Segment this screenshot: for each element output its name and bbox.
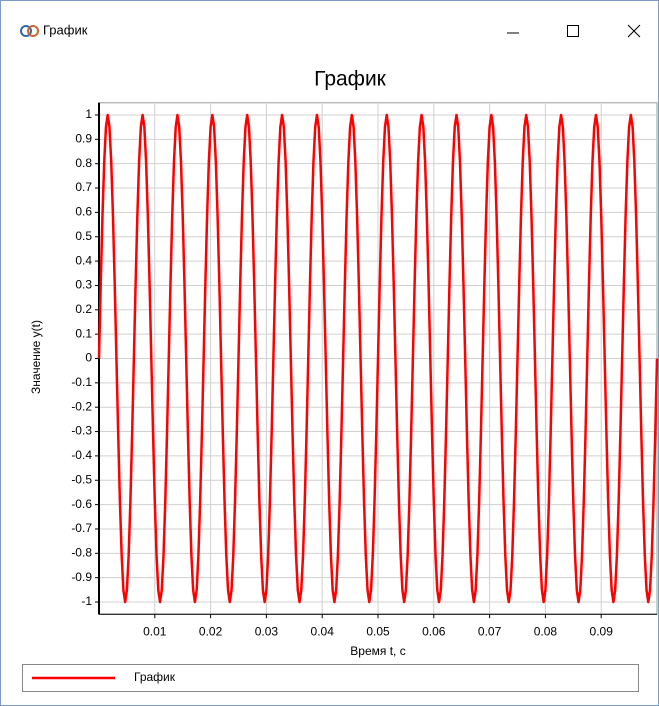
y-tick-label: -0.4: [71, 448, 92, 462]
y-tick-label: 1: [85, 107, 92, 121]
series-line: [97, 113, 659, 604]
maximize-button[interactable]: [567, 25, 579, 37]
y-tick-label: -0.7: [71, 521, 92, 535]
x-axis-label: Время t, с: [350, 644, 405, 658]
y-tick-label: 0.7: [75, 180, 92, 194]
x-tick-label: 0.03: [255, 624, 279, 638]
y-tick-label: -1: [81, 594, 92, 608]
y-tick-label: 0.4: [75, 253, 92, 267]
y-tick-label: 0.3: [75, 278, 92, 292]
x-tick-label: 0.05: [366, 624, 390, 638]
y-tick-label: 0.6: [75, 205, 92, 219]
y-tick-label: -0.3: [71, 424, 92, 438]
y-tick-label: -0.2: [71, 399, 92, 413]
y-tick-label: 0.8: [75, 156, 92, 170]
y-tick-label: -0.8: [71, 545, 92, 559]
chart-title: График: [314, 68, 387, 91]
y-tick-label: 0: [85, 351, 92, 365]
app-icon: [20, 25, 39, 37]
y-axis-label: Значение y(t): [29, 320, 43, 394]
y-tick-label: 0.9: [75, 132, 92, 146]
x-tick-label: 0.04: [311, 624, 335, 638]
y-tick-label: -0.6: [71, 497, 92, 511]
legend-label: График: [134, 670, 176, 684]
y-tick-label: 0.2: [75, 302, 92, 316]
y-tick-label: -0.5: [71, 472, 92, 486]
y-tick-label: -0.9: [71, 570, 92, 584]
x-tick-label: 0.06: [422, 624, 446, 638]
x-tick-label: 0.02: [199, 624, 223, 638]
x-tick-label: 0.01: [143, 624, 167, 638]
close-button[interactable]: [627, 24, 641, 38]
legend-box: [22, 664, 639, 692]
y-tick-label: 0.1: [75, 326, 92, 340]
window-title: График: [43, 22, 88, 37]
x-tick-label: 0.07: [478, 624, 502, 638]
y-tick-label: -0.1: [71, 375, 92, 389]
y-tick-label: 0.5: [75, 229, 92, 243]
x-tick-label: 0.09: [590, 624, 614, 638]
x-tick-label: 0.08: [534, 624, 558, 638]
